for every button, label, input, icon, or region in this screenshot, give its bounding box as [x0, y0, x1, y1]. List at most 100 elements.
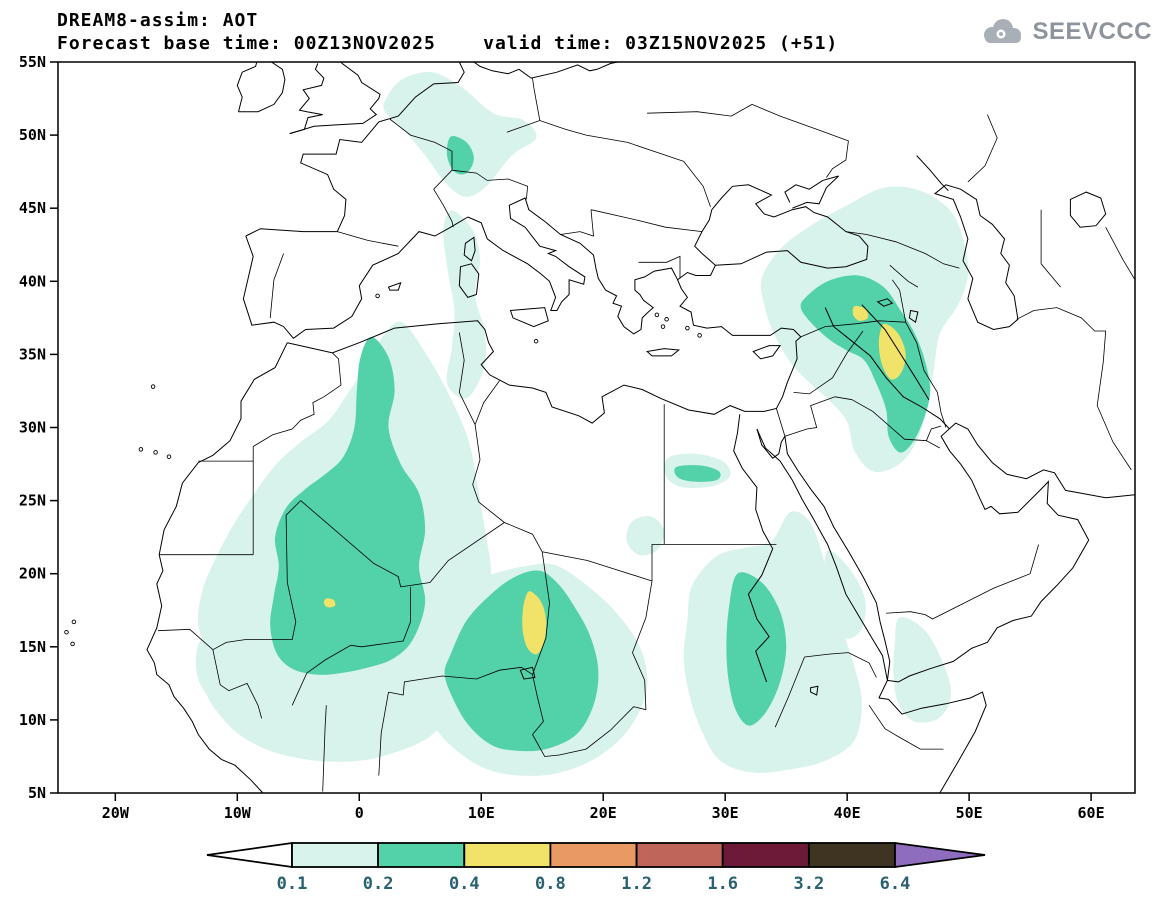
country-border	[157, 628, 214, 651]
colorbar-segment	[808, 842, 896, 868]
contour-europe-plume	[383, 71, 537, 197]
coastline	[236, 62, 258, 112]
x-axis-tick-label: 20W	[102, 804, 130, 822]
y-axis-tick-label: 55N	[19, 53, 46, 71]
island-or-lake-outline	[645, 348, 681, 357]
country-border	[868, 705, 944, 750]
x-axis-tick-label: 40E	[834, 804, 861, 822]
contour-sudan-core	[726, 572, 787, 726]
coastline	[146, 342, 288, 793]
small-island	[685, 325, 690, 331]
coastline	[784, 436, 891, 681]
contour-iraq-core	[800, 275, 931, 453]
coastline	[756, 428, 888, 681]
country-border	[793, 330, 864, 395]
small-island	[64, 629, 69, 635]
colorbar-level-label: 0.8	[535, 874, 566, 894]
country-border	[532, 674, 646, 757]
contour-mali-algeria-core	[270, 336, 426, 675]
coastline	[473, 62, 618, 79]
seevccc-logo: SEEVCCC	[978, 16, 1152, 48]
x-axis-tick-label: 0	[355, 804, 364, 822]
colorbar-level-label: 1.2	[621, 874, 652, 894]
coastline	[733, 414, 774, 683]
contour-libya-se-spot	[626, 516, 665, 556]
y-axis-tick-label: 45N	[19, 199, 46, 217]
small-island	[71, 619, 77, 625]
contour-chad-yellow	[522, 591, 547, 655]
country-border	[560, 209, 594, 237]
country-border	[451, 169, 529, 200]
contour-iraq-yellow	[878, 323, 906, 380]
country-border	[636, 219, 703, 232]
country-border	[378, 692, 389, 776]
y-axis-tick-label: 5N	[28, 784, 46, 802]
contour-corsica-tunisia-band	[443, 210, 486, 399]
island-or-lake-outline	[908, 309, 919, 324]
country-border	[388, 666, 533, 696]
island-or-lake-outline	[458, 263, 480, 298]
small-island	[533, 338, 539, 344]
country-border	[774, 656, 805, 728]
island-or-lake-outline	[519, 666, 536, 680]
country-border	[212, 500, 301, 651]
y-axis-tick-label: 10N	[19, 711, 46, 729]
small-island	[150, 384, 156, 389]
country-border	[889, 264, 919, 288]
x-axis-tick-label: 20E	[590, 804, 617, 822]
country-border	[300, 500, 402, 587]
island-or-lake-outline	[752, 345, 782, 360]
x-axis-tick-label: 60E	[1078, 804, 1105, 822]
y-axis-tick-label: 40N	[19, 272, 46, 290]
coastline	[287, 279, 802, 424]
contour-europe-core	[446, 136, 474, 175]
colorbar-left-arrow	[206, 841, 293, 869]
y-axis-tick-label: 35N	[19, 345, 46, 363]
coastline	[467, 184, 869, 335]
island-or-lake-outline	[1069, 191, 1107, 228]
island-or-lake-outline	[509, 307, 549, 328]
small-island	[153, 450, 158, 455]
colorbar-segment	[635, 842, 724, 868]
country-border	[389, 118, 453, 171]
y-axis-tick-label: 15N	[19, 638, 46, 656]
colorbar-segment	[291, 842, 379, 868]
country-border	[804, 652, 877, 678]
x-axis-tick-label: 50E	[956, 804, 983, 822]
small-island	[166, 454, 172, 459]
coastline	[878, 691, 987, 793]
country-border	[337, 231, 399, 247]
colorbar-level-label: 0.2	[363, 874, 394, 894]
country-border	[967, 114, 998, 183]
logo-text: SEEVCCC	[1032, 18, 1152, 45]
coastline	[289, 62, 381, 135]
axes-layer: 55N 50N 45N 40N 35N 30N 25N 20N 15N 10N 5N 20W 10W 0 1…	[19, 53, 1105, 822]
aot-contour-layer	[195, 71, 969, 776]
island-or-lake-outline	[933, 184, 1019, 331]
y-axis-tick-label: 25N	[19, 492, 46, 510]
x-axis-tick-label: 10W	[224, 804, 252, 822]
country-border	[291, 586, 411, 706]
coastline	[824, 307, 950, 430]
colorbar-segment	[463, 842, 552, 868]
island-or-lake-outline	[387, 281, 402, 291]
coastline	[878, 680, 888, 699]
colorbar-level-label: 1.6	[707, 874, 738, 894]
country-border	[474, 380, 500, 425]
country-border	[269, 253, 284, 318]
coastline	[784, 175, 839, 209]
colorbar-level-label: 0.1	[277, 874, 308, 894]
contour-senegal-light	[195, 627, 238, 699]
country-border	[433, 169, 454, 228]
contour-turkey-yellow-spot	[852, 305, 869, 321]
country-border	[800, 320, 906, 338]
country-border	[751, 104, 849, 178]
forecast-time-subtitle: Forecast base time: 00Z13NOV2025 valid t…	[57, 33, 839, 54]
y-axis-tick-label: 30N	[19, 419, 46, 437]
country-border	[590, 209, 637, 221]
small-island	[375, 293, 380, 299]
country-border	[851, 399, 940, 449]
country-border	[322, 705, 327, 792]
